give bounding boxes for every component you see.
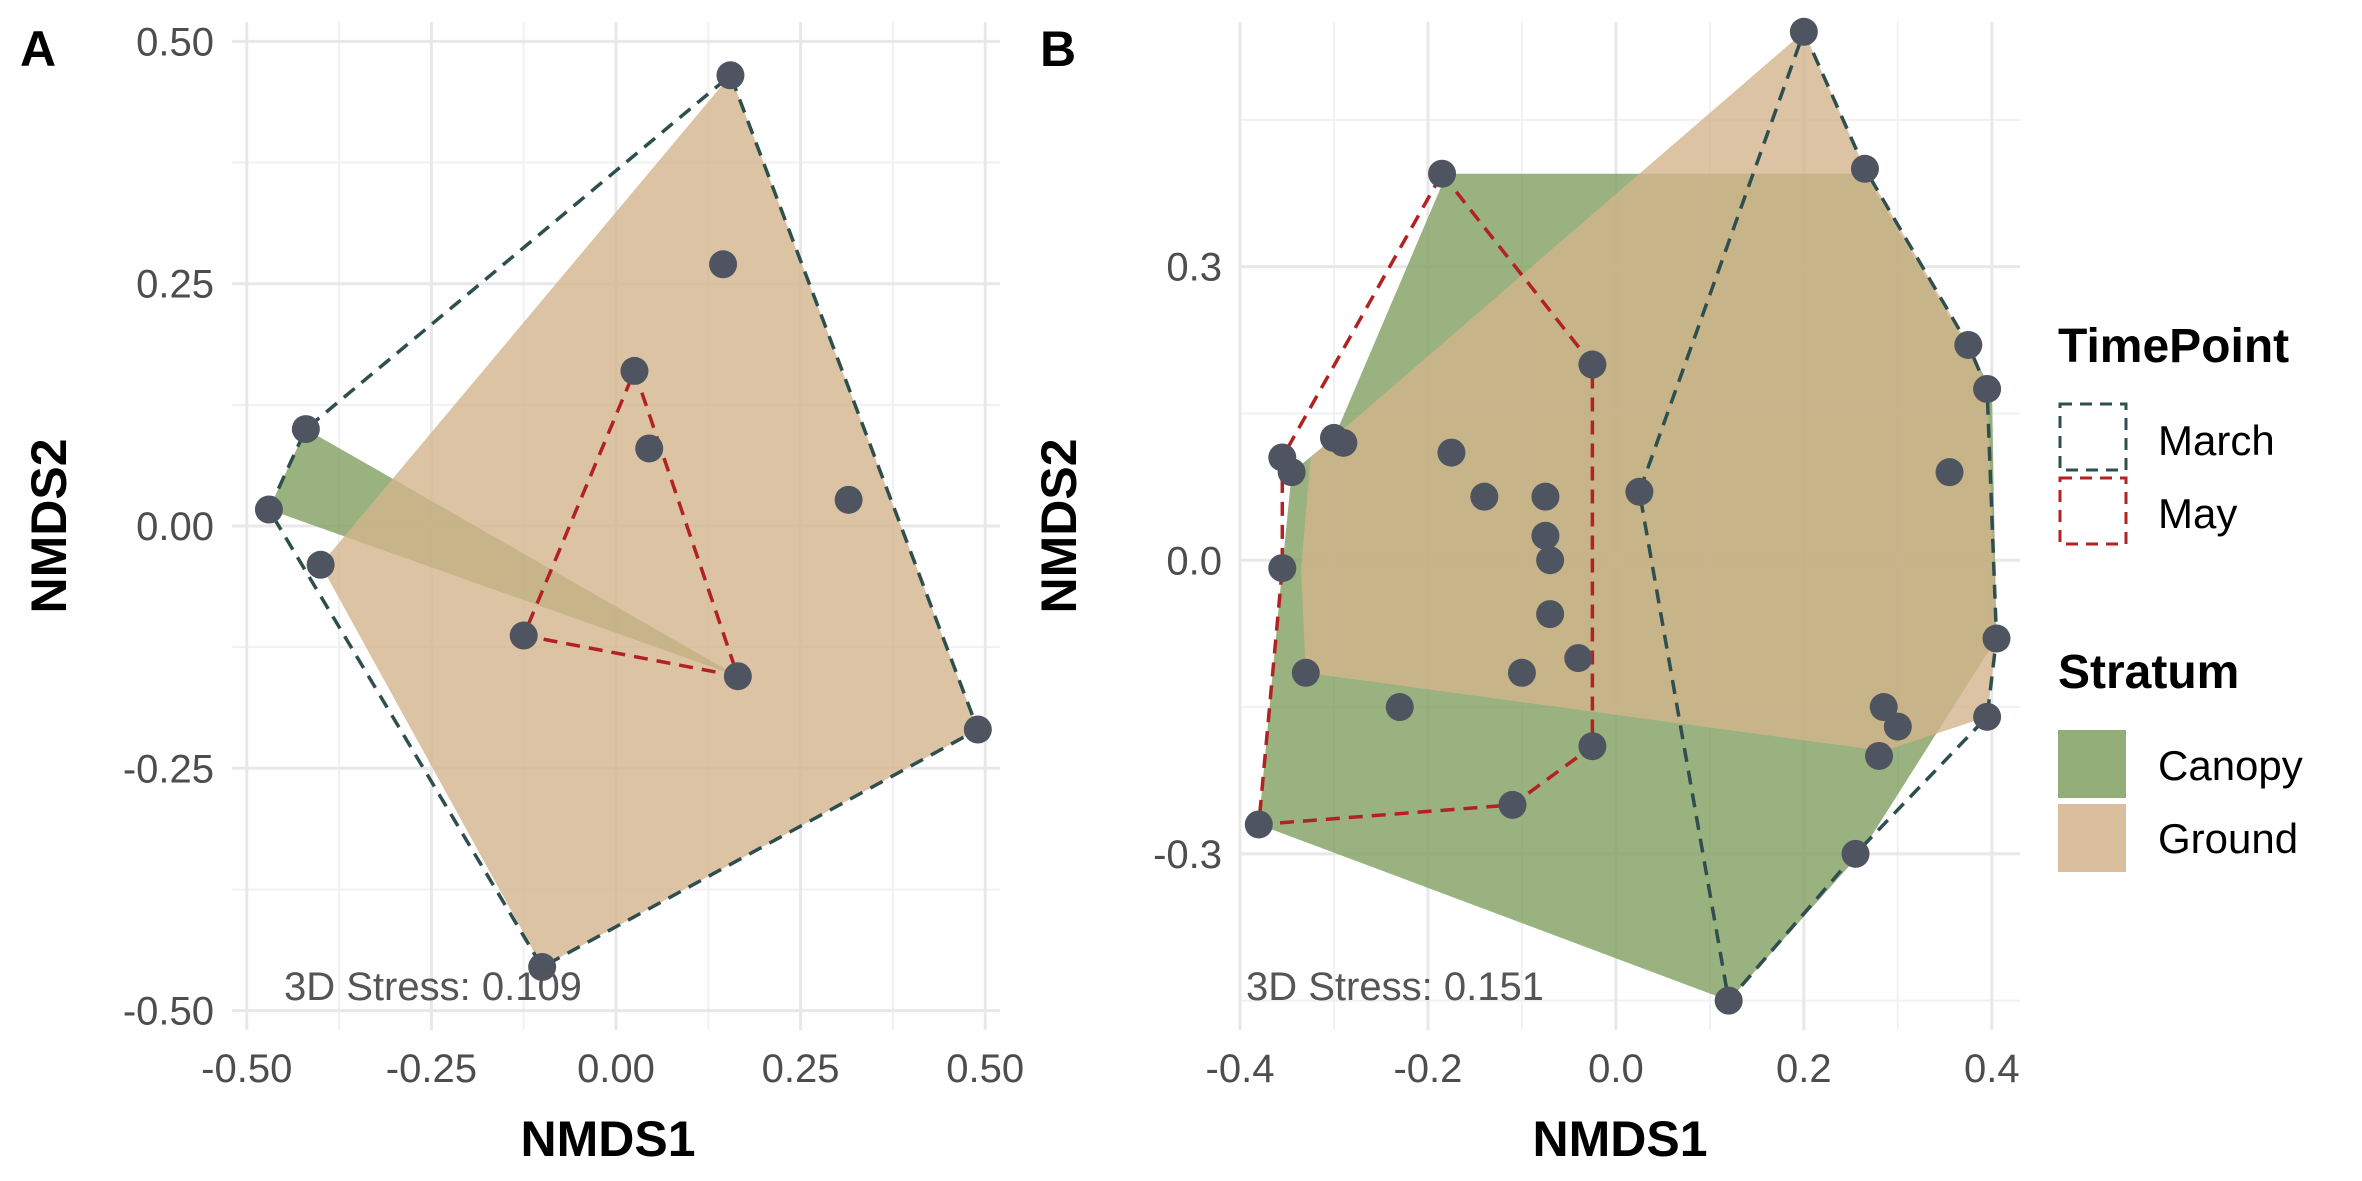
data-point: [1714, 986, 1743, 1015]
data-point: [1437, 438, 1466, 467]
data-point: [528, 953, 557, 981]
y-tick-label: -0.25: [123, 747, 214, 791]
data-point: [1277, 458, 1306, 487]
hull-may: [1256, 170, 1595, 827]
data-point: [1883, 712, 1912, 741]
x-tick-label: -0.2: [1393, 1047, 1462, 1091]
y-axis-title: NMDS2: [21, 438, 77, 613]
data-point: [1973, 374, 2002, 403]
data-point: [306, 550, 335, 579]
hull-march: [1637, 27, 1999, 1005]
data-point: [1244, 810, 1273, 839]
data-point: [716, 61, 745, 90]
y-tick-label: 0.3: [1166, 246, 1222, 290]
y-tick-label: 0.25: [136, 263, 214, 307]
x-tick-label: 0.0: [1588, 1047, 1644, 1091]
data-point: [291, 415, 320, 444]
data-point: [635, 434, 664, 463]
data-point: [1531, 521, 1560, 550]
data-point: [1291, 658, 1320, 687]
data-point: [1536, 600, 1565, 629]
data-point: [1385, 693, 1414, 722]
data-point: [1625, 477, 1654, 506]
data-point: [1935, 458, 1964, 487]
legend-label-canopy: Canopy: [2158, 742, 2303, 789]
x-tick-label: 0.50: [946, 1047, 1024, 1091]
legend-title-stratum: Stratum: [2058, 646, 2239, 699]
data-point: [1578, 350, 1607, 379]
y-tick-label: 0.50: [136, 20, 214, 64]
legend-label-may: May: [2158, 490, 2237, 537]
x-tick-label: -0.50: [201, 1047, 292, 1091]
data-point: [1865, 741, 1894, 770]
legend: TimePoint March May Stratum Canopy Groun…: [2058, 320, 2303, 872]
data-point: [963, 715, 992, 744]
data-point: [1982, 624, 2011, 653]
legend-key-march: [2058, 402, 2128, 472]
x-tick-label: 0.00: [577, 1047, 655, 1091]
x-tick-label: -0.25: [386, 1047, 477, 1091]
y-axis-title: NMDS2: [1031, 438, 1087, 613]
legend-title-timepoint: TimePoint: [2058, 320, 2289, 373]
data-point: [1850, 154, 1879, 183]
stress-annotation: 3D Stress: 0.109: [284, 965, 582, 1009]
legend-key-ground: [2058, 804, 2126, 872]
hull-ground: [1301, 31, 1997, 752]
data-point: [1578, 732, 1607, 761]
legend-key-may: [2058, 476, 2128, 546]
data-point: [1973, 702, 2002, 731]
y-tick-label: 0.0: [1166, 539, 1222, 583]
data-point: [1789, 17, 1818, 46]
hull-march: [266, 72, 980, 970]
data-point: [1507, 658, 1536, 687]
data-point: [834, 485, 863, 514]
y-tick-label: -0.50: [123, 990, 214, 1034]
data-point: [709, 250, 738, 279]
data-point: [1498, 790, 1527, 819]
x-tick-label: -0.4: [1206, 1047, 1275, 1091]
panel-tag: B: [1040, 21, 1076, 77]
y-tick-label: 0.00: [136, 505, 214, 549]
panel-tag: A: [20, 21, 56, 77]
data-point: [1536, 546, 1565, 575]
x-axis-title: NMDS1: [1532, 1111, 1707, 1167]
panel-a: -0.50 -0.25 0.00 0.25 0.50 -0.50 -0.25 0.00 0.25…: [20, 20, 1024, 1167]
stress-annotation: 3D Stress: 0.151: [1246, 965, 1544, 1009]
data-point: [620, 356, 649, 385]
data-point: [1841, 839, 1870, 868]
hull-ground: [320, 75, 978, 968]
data-point: [1954, 330, 1983, 359]
data-point: [1329, 428, 1358, 457]
hull-may: [521, 365, 741, 679]
x-tick-label: 0.4: [1964, 1047, 2020, 1091]
data-point: [254, 495, 283, 524]
data-point: [1470, 482, 1499, 511]
legend-label-ground: Ground: [2158, 815, 2298, 862]
data-point: [723, 662, 752, 691]
x-axis-title: NMDS1: [520, 1111, 695, 1167]
data-point: [1268, 554, 1297, 583]
legend-key-canopy: [2058, 730, 2126, 798]
data-point: [1531, 482, 1560, 511]
data-point: [1428, 159, 1457, 188]
y-tick-label: -0.3: [1153, 833, 1222, 877]
data-point: [509, 621, 538, 650]
panel-b: -0.4 -0.2 0.0 0.2 0.4 -0.3 0.0 0.3 NMDS1 NMDS2 B 3D…: [1031, 17, 2020, 1167]
legend-label-march: March: [2158, 417, 2275, 464]
data-point: [1564, 644, 1593, 673]
data-point: [1869, 693, 1898, 722]
x-tick-label: 0.2: [1776, 1047, 1832, 1091]
x-tick-label: 0.25: [762, 1047, 840, 1091]
